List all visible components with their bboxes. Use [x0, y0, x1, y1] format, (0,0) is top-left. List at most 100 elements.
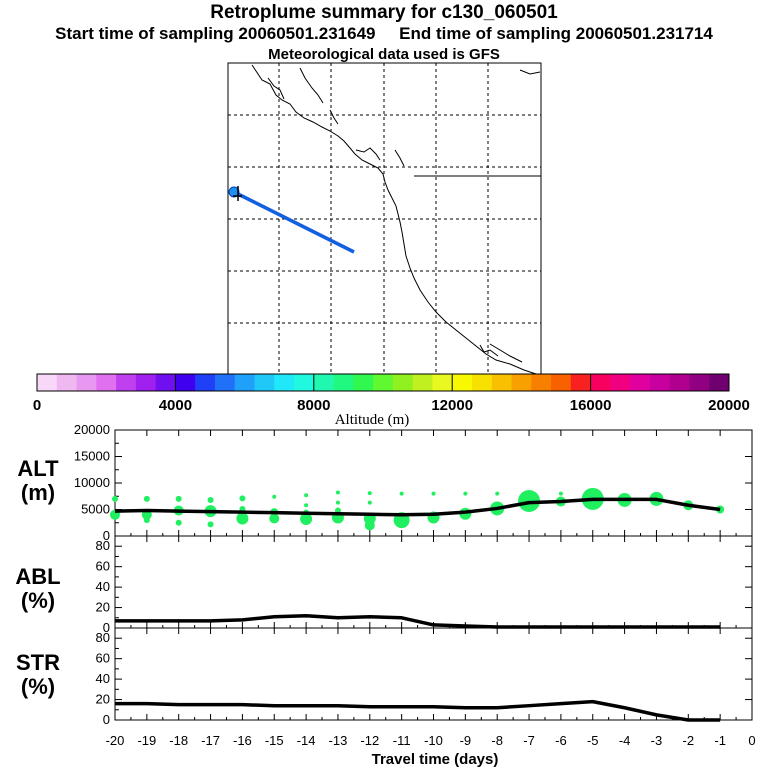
- altitude-dot: [304, 503, 309, 508]
- altitude-dot: [272, 494, 277, 499]
- colorbar-swatch: [491, 374, 513, 391]
- x-tick-label: -11: [393, 733, 411, 748]
- altitude-dot: [300, 513, 313, 526]
- altitude-dot: [175, 519, 182, 526]
- x-tick-label: -10: [424, 733, 443, 748]
- colorbar-swatch: [135, 374, 157, 391]
- y-tick-label: 0: [103, 712, 110, 727]
- y-tick-label: 0: [103, 528, 110, 543]
- y-tick-label: 10000: [74, 475, 110, 490]
- colorbar-swatch: [116, 374, 137, 391]
- x-tick-label: -4: [619, 733, 631, 748]
- x-tick-label: -3: [651, 733, 663, 748]
- x-tick-label: -12: [360, 733, 379, 748]
- str-unit: (%): [21, 674, 55, 699]
- colorbar-tick-label: 16000: [570, 397, 612, 414]
- altitude-dot: [335, 490, 340, 495]
- colorbar-swatch: [56, 374, 78, 391]
- colorbar-swatch: [610, 374, 631, 391]
- altitude-dot: [269, 513, 280, 524]
- str-series-line: [115, 699, 721, 722]
- y-tick-label: 20: [96, 600, 110, 615]
- colorbar-swatch: [254, 374, 275, 391]
- y-tick-label: 0: [103, 620, 110, 635]
- colorbar-swatch: [392, 374, 414, 391]
- colorbar-title: Altitude (m): [335, 412, 410, 428]
- aircraft-icon: [233, 186, 242, 201]
- y-tick-label: 20000: [74, 422, 110, 437]
- sampling-times: Start time of sampling 20060501.231649 E…: [0, 24, 768, 44]
- str-label: STR: [16, 650, 60, 675]
- colorbar-swatch: [313, 374, 335, 391]
- altitude-dot: [207, 496, 214, 503]
- map: [227, 62, 542, 375]
- alt-series-line: [114, 497, 721, 517]
- abl-series-line: [115, 613, 721, 629]
- altitude-dot: [236, 512, 249, 525]
- x-tick-label: -6: [555, 733, 567, 748]
- colorbar-swatch: [452, 374, 473, 391]
- y-tick-label: 60: [96, 651, 110, 666]
- abl-panel: 0 20 40 60 80: [96, 535, 753, 635]
- chart-title: Retroplume summary for c130_060501: [210, 2, 558, 23]
- end-time-label: End time of sampling 20060501.231714: [399, 24, 713, 43]
- colorbar-swatch: [511, 374, 532, 391]
- colorbar-swatch: [214, 374, 236, 391]
- colorbar-swatch: [570, 374, 592, 391]
- altitude-dot: [367, 500, 372, 505]
- colorbar-swatch: [669, 374, 690, 391]
- altitude-dot: [335, 500, 340, 505]
- colorbar-swatch: [274, 374, 295, 391]
- y-tick-label: 40: [96, 579, 110, 594]
- x-tick-label: -17: [201, 733, 220, 748]
- x-tick-label: 0: [748, 733, 755, 748]
- altitude-dot: [463, 491, 468, 496]
- x-tick-label: -9: [460, 733, 472, 748]
- altitude-dot: [364, 520, 375, 531]
- altitude-dot: [143, 495, 150, 502]
- altitude-dot: [495, 491, 500, 496]
- colorbar-swatch: [195, 374, 216, 391]
- altitude-dot: [112, 495, 118, 502]
- alt-label: ALT: [17, 456, 59, 481]
- colorbar-tick-label: 12000: [431, 397, 473, 414]
- y-tick-label: 60: [96, 559, 110, 574]
- colorbar-swatch: [37, 374, 58, 391]
- map-gridlines: [228, 63, 541, 374]
- colorbar-tick-label: 8000: [297, 397, 330, 414]
- x-tick-label: -1: [714, 733, 726, 748]
- altitude-dot: [399, 491, 404, 496]
- abl-unit: (%): [21, 588, 55, 613]
- colorbar-swatch: [551, 374, 572, 391]
- alt-unit: (m): [21, 480, 55, 505]
- altitude-dot: [207, 521, 214, 528]
- colorbar-swatch: [412, 374, 433, 391]
- sampling-location-marker: [228, 186, 240, 198]
- colorbar-swatch: [175, 374, 196, 391]
- colorbar-swatch: [531, 374, 552, 391]
- colorbar-swatch: [333, 374, 354, 391]
- colorbar-swatch: [709, 374, 730, 391]
- colorbar-swatch: [590, 374, 611, 391]
- y-tick-label: 20: [96, 692, 110, 707]
- colorbar-swatch: [234, 374, 255, 391]
- colorbar-swatch: [76, 374, 97, 391]
- x-axis-title: Travel time (days): [372, 751, 499, 768]
- y-tick-label: 80: [96, 630, 110, 645]
- x-tick-label: -5: [587, 733, 599, 748]
- y-tick-label: 15000: [74, 449, 110, 464]
- panel-frame: [114, 535, 753, 629]
- trajectory-line: [233, 190, 355, 254]
- x-tick-label: -15: [265, 733, 284, 748]
- abl-label: ABL: [15, 564, 60, 589]
- colorbar-swatch: [649, 374, 671, 391]
- colorbar-swatch: [353, 374, 374, 391]
- colorbar-swatch: [373, 374, 394, 391]
- colorbar-swatch: [155, 374, 176, 391]
- x-tick-label: -20: [106, 733, 125, 748]
- x-tick-label: -7: [523, 733, 535, 748]
- colorbar-swatch: [96, 374, 117, 391]
- y-tick-label: 80: [96, 538, 110, 553]
- colorbar-tick-label: 20000: [708, 397, 750, 414]
